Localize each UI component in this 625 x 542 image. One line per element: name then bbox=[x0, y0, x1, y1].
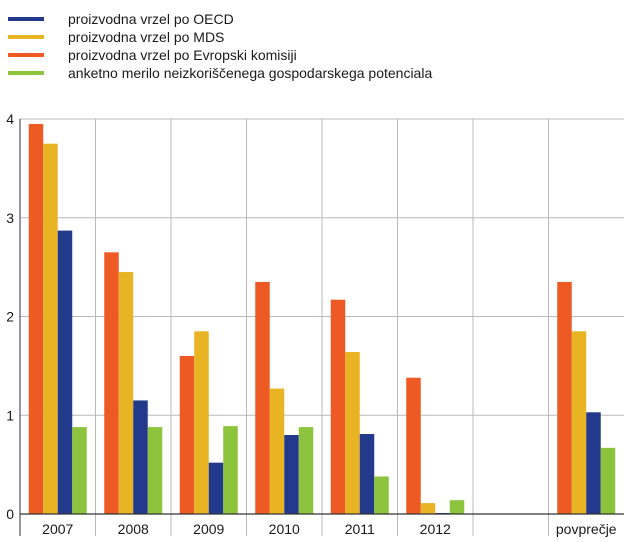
bar bbox=[420, 503, 436, 514]
y-tick-label: 0 bbox=[6, 506, 14, 522]
x-tick-label: 2012 bbox=[420, 521, 451, 537]
legend-item: proizvodna vrzel po Evropski komisiji bbox=[8, 46, 432, 64]
y-tick-label: 4 bbox=[6, 111, 14, 127]
bar bbox=[104, 252, 119, 514]
bar bbox=[284, 435, 299, 514]
bar bbox=[359, 434, 375, 514]
bar bbox=[118, 272, 134, 514]
bar bbox=[298, 427, 314, 514]
bar bbox=[72, 427, 87, 514]
bar bbox=[269, 388, 285, 514]
bar bbox=[133, 400, 148, 514]
bar bbox=[330, 299, 346, 514]
legend-item: proizvodna vrzel po OECD bbox=[8, 10, 432, 28]
bar bbox=[223, 426, 238, 514]
y-tick-label: 3 bbox=[6, 210, 14, 226]
x-tick-label: 2007 bbox=[42, 521, 73, 537]
chart-legend: proizvodna vrzel po OECD proizvodna vrzel… bbox=[8, 10, 432, 82]
bar bbox=[147, 427, 163, 514]
bar bbox=[255, 281, 270, 514]
legend-swatch bbox=[8, 71, 44, 75]
bar bbox=[194, 331, 209, 514]
y-tick-label: 2 bbox=[6, 309, 14, 325]
bar bbox=[57, 230, 73, 514]
legend-item: proizvodna vrzel po MDS bbox=[8, 28, 432, 46]
bar bbox=[345, 352, 360, 514]
bar bbox=[586, 412, 601, 514]
bar bbox=[557, 281, 572, 514]
bar bbox=[406, 377, 421, 514]
bar bbox=[43, 143, 58, 514]
legend-label: proizvodna vrzel po OECD bbox=[68, 11, 234, 27]
legend-label: anketno merilo neizkoriščenega gospodars… bbox=[68, 65, 433, 81]
bar bbox=[179, 356, 195, 514]
x-tick-label: 2008 bbox=[118, 521, 149, 537]
legend-label: proizvodna vrzel po Evropski komisiji bbox=[68, 47, 297, 63]
bar bbox=[374, 476, 389, 514]
legend-swatch bbox=[8, 53, 44, 57]
bar bbox=[28, 123, 44, 514]
bar bbox=[600, 447, 616, 514]
legend-label: proizvodna vrzel po MDS bbox=[68, 29, 225, 45]
legend-swatch bbox=[8, 35, 44, 39]
x-tick-label: 2009 bbox=[193, 521, 224, 537]
legend-item: anketno merilo neizkoriščenega gospodars… bbox=[8, 64, 432, 82]
x-tick-label: 2011 bbox=[345, 521, 375, 537]
y-tick-label: 1 bbox=[6, 407, 14, 423]
x-tick-label: povprečje bbox=[556, 521, 617, 537]
x-tick-label: 2010 bbox=[269, 521, 300, 537]
bar bbox=[571, 331, 587, 514]
bar bbox=[449, 500, 465, 514]
legend-swatch bbox=[8, 17, 44, 21]
bar bbox=[208, 462, 224, 514]
